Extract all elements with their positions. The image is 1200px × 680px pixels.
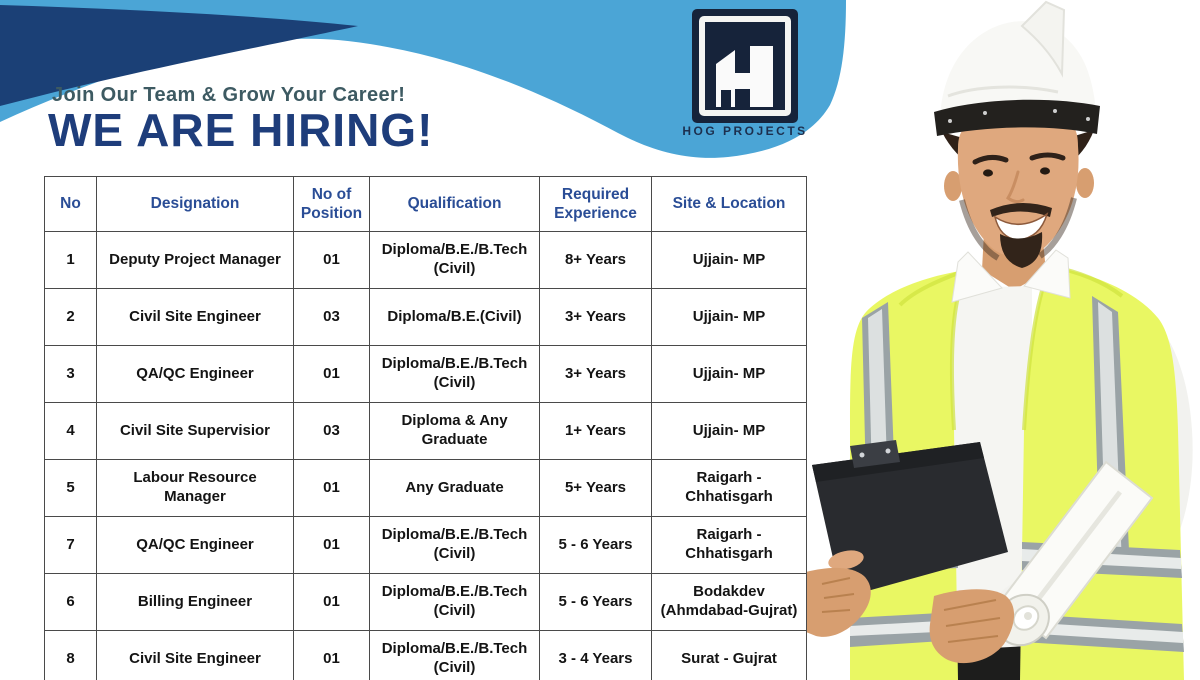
cell-designation: Civil Site Supervisior	[96, 402, 294, 460]
cell-no: 6	[44, 573, 97, 631]
cell-location: Bodakdev (Ahmdabad-Gujrat)	[651, 573, 807, 631]
cell-qualification: Any Graduate	[369, 459, 540, 517]
table-row: 6 Billing Engineer 01 Diploma/B.E./B.Tec…	[44, 573, 807, 631]
col-header-designation: Designation	[96, 176, 294, 232]
tagline: Join Our Team & Grow Your Career!	[52, 84, 406, 106]
cell-no: 3	[44, 345, 97, 403]
cell-location: Ujjain- MP	[651, 288, 807, 346]
cell-experience: 8+ Years	[539, 231, 652, 289]
table-row: 5 Labour Resource Manager 01 Any Graduat…	[44, 459, 807, 517]
cell-designation: QA/QC Engineer	[96, 345, 294, 403]
cell-experience: 3+ Years	[539, 288, 652, 346]
cell-designation: Labour Resource Manager	[96, 459, 294, 517]
table-row: 1 Deputy Project Manager 01 Diploma/B.E.…	[44, 231, 807, 289]
header-wave-navy	[0, 5, 358, 106]
cell-no: 1	[44, 231, 97, 289]
cell-positions: 01	[293, 516, 370, 574]
cell-designation: Deputy Project Manager	[96, 231, 294, 289]
cell-positions: 01	[293, 630, 370, 680]
cell-no: 7	[44, 516, 97, 574]
col-header-experience: Required Experience	[539, 176, 652, 232]
cell-no: 4	[44, 402, 97, 460]
cell-experience: 1+ Years	[539, 402, 652, 460]
cell-no: 8	[44, 630, 97, 680]
hog-projects-logo-icon	[692, 9, 798, 123]
cell-qualification: Diploma & Any Graduate	[369, 402, 540, 460]
col-header-no: No	[44, 176, 97, 232]
cell-no: 5	[44, 459, 97, 517]
cell-designation: Civil Site Engineer	[96, 630, 294, 680]
cell-positions: 03	[293, 288, 370, 346]
cell-location: Raigarh - Chhatisgarh	[651, 516, 807, 574]
cell-positions: 01	[293, 573, 370, 631]
cell-location: Surat - Gujrat	[651, 630, 807, 680]
cell-qualification: Diploma/B.E./B.Tech (Civil)	[369, 630, 540, 680]
cell-designation: Billing Engineer	[96, 573, 294, 631]
cell-location: Ujjain- MP	[651, 345, 807, 403]
table-header-row: No Designation No of Position Qualificat…	[44, 176, 807, 232]
logo-text: HOG PROJECTS	[682, 124, 808, 138]
hiring-table: No Designation No of Position Qualificat…	[44, 176, 807, 680]
cell-designation: QA/QC Engineer	[96, 516, 294, 574]
cell-positions: 01	[293, 459, 370, 517]
page-title: WE ARE HIRING!	[48, 104, 434, 156]
cell-experience: 3 - 4 Years	[539, 630, 652, 680]
cell-qualification: Diploma/B.E./B.Tech (Civil)	[369, 345, 540, 403]
cell-experience: 5+ Years	[539, 459, 652, 517]
cell-location: Ujjain- MP	[651, 231, 807, 289]
cell-qualification: Diploma/B.E.(Civil)	[369, 288, 540, 346]
table-row: 2 Civil Site Engineer 03 Diploma/B.E.(Ci…	[44, 288, 807, 346]
cell-qualification: Diploma/B.E./B.Tech (Civil)	[369, 573, 540, 631]
table-row: 7 QA/QC Engineer 01 Diploma/B.E./B.Tech …	[44, 516, 807, 574]
cell-no: 2	[44, 288, 97, 346]
cell-positions: 01	[293, 231, 370, 289]
table-row: 3 QA/QC Engineer 01 Diploma/B.E./B.Tech …	[44, 345, 807, 403]
cell-designation: Civil Site Engineer	[96, 288, 294, 346]
col-header-qualification: Qualification	[369, 176, 540, 232]
cell-qualification: Diploma/B.E./B.Tech (Civil)	[369, 516, 540, 574]
cell-experience: 5 - 6 Years	[539, 516, 652, 574]
table-row: 4 Civil Site Supervisior 03 Diploma & An…	[44, 402, 807, 460]
cell-location: Ujjain- MP	[651, 402, 807, 460]
cell-experience: 3+ Years	[539, 345, 652, 403]
cell-location: Raigarh - Chhatisgarh	[651, 459, 807, 517]
col-header-location: Site & Location	[651, 176, 807, 232]
engineer-photo	[806, 0, 1193, 680]
cell-positions: 03	[293, 402, 370, 460]
cell-experience: 5 - 6 Years	[539, 573, 652, 631]
cell-qualification: Diploma/B.E./B.Tech (Civil)	[369, 231, 540, 289]
col-header-positions: No of Position	[293, 176, 370, 232]
table-row: 8 Civil Site Engineer 01 Diploma/B.E./B.…	[44, 630, 807, 680]
cell-positions: 01	[293, 345, 370, 403]
